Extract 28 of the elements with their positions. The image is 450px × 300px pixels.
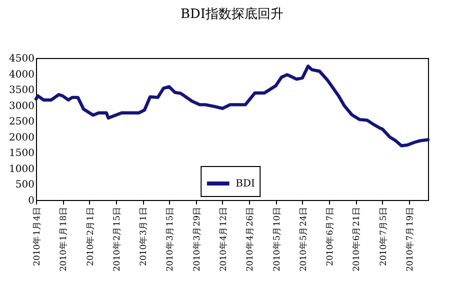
- x-tick-label: 2010年7月19日: [404, 206, 416, 272]
- chart-title: BDI指数探底回升: [180, 7, 284, 22]
- x-tick-label: 2010年3月15日: [164, 206, 176, 272]
- y-tick-label: 2500: [9, 116, 34, 128]
- y-tick-label: 2000: [9, 132, 34, 144]
- y-tick-label: 3500: [9, 85, 34, 96]
- x-tick-label: 2010年6月7日: [324, 206, 336, 266]
- legend-label: BDI: [236, 178, 256, 190]
- x-tick-label: 2010年1月4日: [32, 206, 42, 266]
- y-tick-label: 1500: [9, 148, 34, 160]
- y-tick-label: 1000: [9, 164, 34, 175]
- x-tick-label: 2010年6月21日: [351, 206, 362, 272]
- x-tick-label: 2010年5月24日: [298, 206, 309, 272]
- x-tick-label: 2010年2月1日: [84, 206, 96, 266]
- y-tick-label: 4000: [9, 69, 34, 80]
- y-tick-label: 3000: [9, 100, 34, 112]
- x-tick-label: 2010年1月18日: [58, 206, 70, 272]
- x-tick-label: 2010年4月12日: [218, 206, 229, 272]
- x-tick-label: 2010年5月10日: [271, 206, 282, 272]
- x-tick-label: 2010年4月26日: [244, 206, 256, 272]
- line-series: [34, 64, 430, 148]
- x-tick-label: 2010年2月15日: [111, 206, 122, 272]
- y-tick-label: 4500: [9, 54, 34, 64]
- x-tick-label: 2010年3月29日: [191, 206, 202, 272]
- y-tick-label: 0: [28, 196, 34, 206]
- x-tick-label: 2010年7月5日: [378, 206, 389, 266]
- x-tick-label: 2010年3月1日: [138, 206, 150, 266]
- y-tick-label: 500: [15, 180, 34, 191]
